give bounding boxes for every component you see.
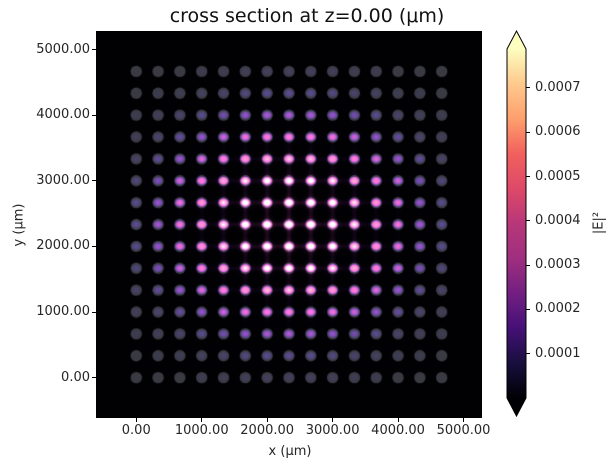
x-tick-label: 2000.00 [240,423,295,438]
x-tick-mark [463,418,465,422]
x-tick-label: 0.00 [121,423,151,438]
y-axis-label: y (μm) [11,203,27,247]
colorbar-tick-mark [526,353,530,355]
x-tick-mark [201,418,203,422]
colorbar-tick-label: 0.0006 [535,124,581,140]
y-tick-label: 3000.00 [36,172,90,188]
colorbar-gradient-bar [506,30,527,418]
colorbar-tick-mark [526,131,530,133]
y-tick-label: 5000.00 [36,41,90,57]
colorbar-label: |E|² [591,211,607,235]
colorbar-tick-mark [526,264,530,266]
colorbar-tick-label: 0.0007 [535,79,581,95]
y-tick-mark [92,180,96,182]
y-tick-label: 1000.00 [36,304,90,319]
x-tick-label: 5000.00 [436,423,491,438]
y-tick-mark [92,377,96,379]
x-tick-label: 3000.00 [305,423,360,438]
y-tick-mark [92,49,96,51]
field-intensity-canvas [97,32,481,417]
colorbar-tick-label: 0.0002 [535,301,581,317]
colorbar-tick-label: 0.0005 [535,168,581,184]
colorbar-tick-label: 0.0004 [535,212,581,228]
x-tick-label: 4000.00 [371,423,425,438]
colorbar-tick-label: 0.0003 [535,257,581,273]
y-tick-mark [92,114,96,116]
y-tick-label: 2000.00 [36,238,90,254]
y-tick-mark [92,311,96,313]
y-tick-label: 0.00 [61,369,90,385]
colorbar-tick-mark [526,308,530,310]
x-tick-mark [332,418,334,422]
x-tick-label: 1000.00 [174,423,229,438]
colorbar-tick-mark [526,176,530,178]
page-title: cross section at z=0.00 (μm) [169,5,445,27]
colorbar-tick-label: 0.0001 [535,345,581,361]
x-tick-mark [397,418,399,422]
colorbar-tick-mark [526,220,530,222]
colorbar [506,30,527,418]
y-tick-label: 4000.00 [36,107,90,123]
x-tick-mark [135,418,137,422]
colorbar-tick-mark [526,87,530,89]
plot-area [96,31,482,418]
y-tick-mark [92,245,96,247]
x-axis-label: x (μm) [268,444,312,459]
x-tick-mark [266,418,268,422]
